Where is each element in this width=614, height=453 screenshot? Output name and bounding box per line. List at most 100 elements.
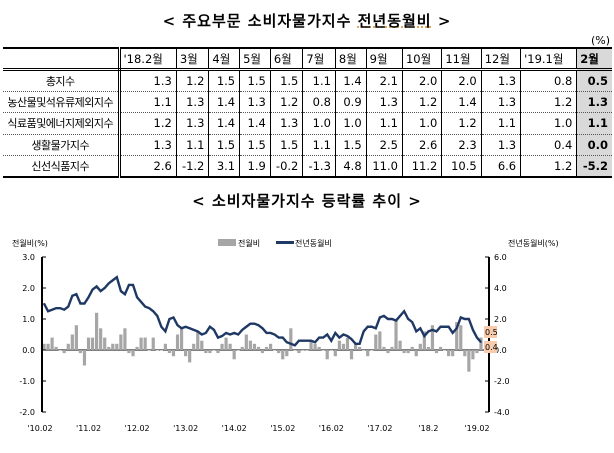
bar-mom: [463, 350, 467, 357]
line-point: [395, 319, 397, 322]
bar-mom: [422, 331, 426, 350]
line-point: [43, 302, 45, 305]
bar-mom: [200, 340, 204, 350]
column-header: 10월: [402, 48, 443, 71]
x-tick-label: '19.02: [464, 424, 489, 433]
bar-mom: [127, 350, 131, 354]
bar-mom: [289, 328, 293, 350]
bar-mom: [281, 350, 285, 360]
bar-mom: [212, 350, 216, 351]
line-point: [189, 327, 191, 329]
line-point: [423, 335, 425, 337]
table-cell: 1.2: [441, 112, 482, 135]
line-point: [314, 341, 316, 343]
line-point: [261, 327, 264, 329]
row-label: 생활물가지수: [3, 134, 121, 156]
left-tick-label: -1.0: [19, 377, 35, 386]
table-cell: 1.0: [402, 112, 443, 135]
bar-mom: [244, 334, 248, 350]
bar-mom: [293, 350, 297, 351]
table-cell: 1.1: [302, 69, 336, 92]
bar-mom: [163, 343, 167, 350]
line-point: [411, 321, 413, 323]
right-tick-label: -4.0: [494, 408, 510, 417]
left-tick-label: -2.0: [19, 408, 35, 417]
x-tick-label: '11.02: [76, 424, 101, 433]
x-tick-label: '10.02: [27, 424, 52, 433]
line-point: [124, 293, 126, 295]
bar-mom: [42, 343, 46, 350]
bar-mom: [345, 337, 350, 350]
table-row: 생활물가지수 1.3 1.1 1.5 1.5 1.5 1.1 1.5 2.5 2.6 2.3 1.3 0…: [3, 134, 612, 156]
bar-mom: [406, 350, 410, 354]
bar-mom: [184, 350, 188, 357]
bar-mom: [273, 350, 277, 351]
end-label-mom: 0.4: [485, 343, 498, 352]
column-header: 7월: [302, 48, 336, 71]
table-row: 식료품및에너지제외지수 1.2 1.3 1.4 1.4 1.3 1.0 1.0 1.1 1.0 1.…: [3, 112, 612, 135]
bar-mom: [459, 325, 463, 350]
line-point: [476, 337, 478, 339]
line-point: [427, 330, 429, 332]
bar-mom: [467, 350, 471, 372]
bar-mom: [54, 346, 58, 350]
right-tick-label: 0.0: [494, 346, 507, 355]
column-header: 3월: [176, 48, 210, 71]
bar-mom: [410, 346, 414, 350]
table-cell: 1.1: [119, 91, 177, 113]
column-header: 2월: [576, 48, 612, 71]
line-point: [464, 318, 466, 320]
legend-bar-swatch: [218, 239, 236, 246]
table-cell: 2.6: [119, 155, 177, 178]
bar-mom: [155, 350, 159, 351]
bar-mom: [151, 337, 155, 350]
line-point: [168, 318, 171, 320]
bar-mom: [362, 350, 366, 351]
x-tick-label: '14.02: [222, 424, 247, 433]
bar-mom: [119, 334, 123, 350]
line-point: [148, 307, 150, 309]
table-cell: 1.5: [208, 69, 241, 92]
bar-mom: [208, 350, 212, 354]
line-point: [379, 316, 381, 319]
bar-mom: [341, 343, 346, 350]
table-cell: 11.2: [402, 155, 443, 178]
line-point: [367, 326, 369, 328]
legend-bar-label: 전월비: [238, 238, 260, 248]
x-tick-label: '15.02: [270, 424, 295, 433]
line-point: [282, 337, 284, 339]
bar-mom: [418, 343, 422, 350]
row-label: 식료품및에너지제외지수: [3, 112, 121, 135]
table-row: 신선식품지수 2.6 -1.2 3.1 1.9 -0.2 -1.3 4.8 11.0 11.2 10…: [3, 155, 612, 178]
line-point: [233, 332, 235, 334]
bar-mom: [139, 337, 143, 350]
line-point: [185, 326, 187, 328]
table-cell: 1.3: [481, 134, 522, 156]
bar-mom: [402, 350, 406, 354]
bar-mom: [442, 350, 447, 351]
line-point: [87, 296, 90, 298]
line-point: [326, 333, 328, 336]
bar-mom: [224, 337, 228, 350]
line-point: [439, 326, 442, 328]
cpi-chart: 3.0 2.0 1.0 0.0 -1.0 -2.0 6.0 4.0 2.0 0.0 -2.0 -4.0…: [12, 238, 559, 433]
line-point: [140, 301, 142, 303]
table-cell: 1.4: [239, 112, 271, 135]
left-tick-label: 0.0: [22, 346, 35, 355]
bar-mom: [99, 328, 103, 350]
line-point: [160, 326, 162, 328]
bar-mom: [135, 346, 139, 350]
bar-mom: [321, 350, 325, 351]
bar-mom: [366, 350, 370, 357]
table-cell: 1.4: [335, 69, 367, 92]
bar-mom: [58, 350, 62, 351]
line-point: [144, 306, 146, 308]
bar-mom: [414, 350, 418, 357]
bar-mom: [370, 350, 374, 351]
bar-mom: [95, 312, 99, 350]
line-point: [407, 318, 409, 320]
line-point: [435, 330, 438, 332]
line-point: [217, 337, 219, 339]
line-point: [269, 332, 272, 334]
bar-mom: [313, 343, 317, 350]
